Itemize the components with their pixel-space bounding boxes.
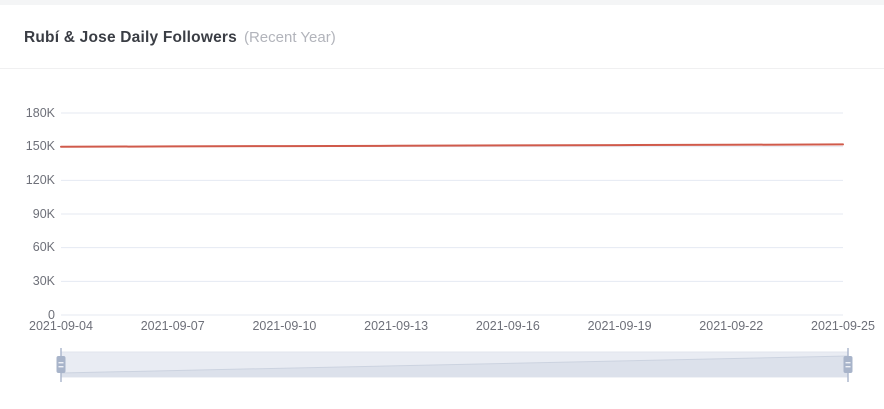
y-axis-label: 120K — [25, 172, 55, 187]
x-axis-label: 2021-09-13 — [364, 319, 429, 333]
chart-title: Rubí & Jose Daily Followers — [24, 29, 237, 46]
y-axis-label: 90K — [32, 206, 55, 221]
x-axis-label: 2021-09-04 — [29, 319, 93, 333]
drag-grip-icon[interactable] — [56, 356, 66, 373]
grip-line — [845, 362, 851, 364]
x-axis-label: 2021-09-10 — [252, 319, 317, 333]
drag-grip-icon[interactable] — [843, 356, 853, 373]
x-axis-label: 2021-09-16 — [475, 319, 540, 333]
x-axis-label: 2021-09-19 — [587, 319, 652, 333]
grip-line — [58, 366, 64, 368]
chart-header: Rubí & Jose Daily Followers (Recent Year) — [24, 29, 336, 47]
top-strip — [0, 0, 884, 5]
y-axis-label: 30K — [32, 273, 55, 288]
x-axis-label: 2021-09-25 — [811, 319, 875, 333]
header-divider — [0, 68, 884, 69]
datazoom-data-shadow — [61, 356, 848, 377]
x-axis-label: 2021-09-22 — [699, 319, 764, 333]
y-axis-label: 0 — [48, 307, 55, 322]
x-axis-label: 2021-09-07 — [140, 319, 205, 333]
y-axis-label: 150K — [25, 139, 55, 154]
grip-line — [845, 366, 851, 368]
y-axis-label: 180K — [25, 105, 55, 120]
grip-line — [58, 362, 64, 364]
datazoom-handle-right[interactable] — [843, 348, 853, 382]
y-axis-label: 60K — [32, 240, 55, 255]
grid-lines — [61, 112, 843, 316]
followers-series-line — [60, 143, 844, 148]
datazoom-slider[interactable] — [56, 348, 853, 382]
chart-subtitle: (Recent Year) — [243, 29, 336, 46]
datazoom-handle-left[interactable] — [56, 348, 66, 382]
datazoom-data-shadow-line — [60, 355, 849, 374]
